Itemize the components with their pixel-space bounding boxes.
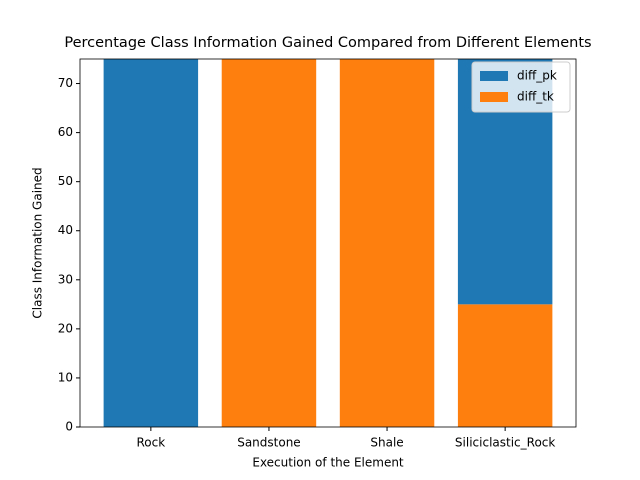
y-tick-label: 20: [58, 321, 73, 335]
legend-swatch: [480, 92, 508, 102]
legend-label: diff_tk: [517, 90, 554, 104]
y-axis-label: Class Information Gained: [31, 167, 45, 318]
bar: [457, 304, 553, 427]
bar: [339, 59, 435, 427]
bar: [221, 59, 317, 427]
x-tick-label: Siliciclastic_Rock: [455, 436, 555, 450]
x-tick-label: Rock: [137, 436, 166, 450]
y-tick-label: 50: [58, 174, 73, 188]
legend-label: diff_pk: [517, 69, 557, 83]
y-tick-label: 30: [58, 272, 73, 286]
x-tick-label: Sandstone: [237, 436, 300, 450]
legend-swatch: [480, 71, 508, 81]
y-tick-label: 70: [58, 76, 73, 90]
chart-title: Percentage Class Information Gained Comp…: [64, 35, 591, 51]
plot-frame: [79, 58, 577, 428]
bar: [103, 59, 199, 427]
y-tick-label: 10: [58, 370, 73, 384]
y-tick-label: 60: [58, 125, 73, 139]
x-tick-label: Shale: [370, 436, 403, 450]
y-tick-label: 40: [58, 223, 73, 237]
y-tick-label: 0: [65, 420, 73, 434]
x-axis-label: Execution of the Element: [252, 456, 404, 470]
